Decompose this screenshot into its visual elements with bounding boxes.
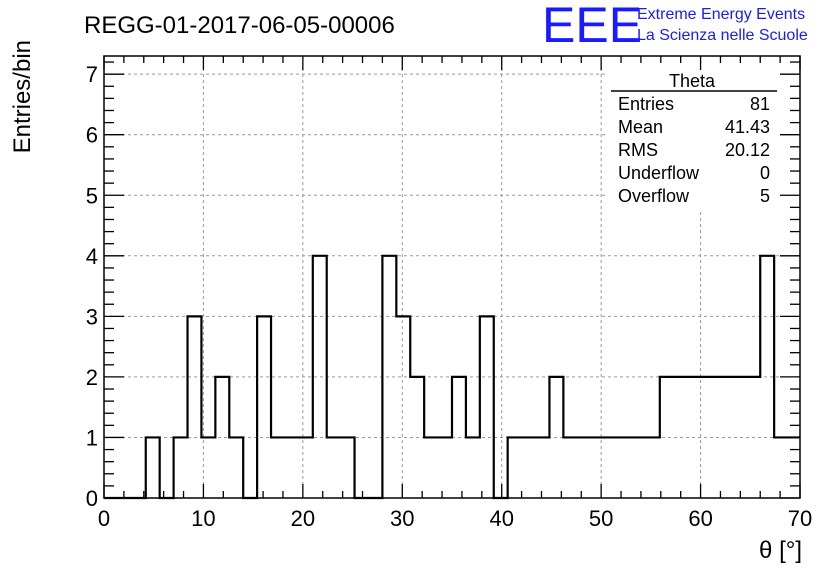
stats-label: Entries bbox=[618, 94, 674, 114]
eee-logo: EEE bbox=[542, 0, 642, 53]
stats-value: 81 bbox=[750, 94, 770, 114]
stats-title: Theta bbox=[669, 71, 716, 91]
stats-value: 20.12 bbox=[725, 140, 770, 160]
axis-ticks bbox=[103, 56, 801, 499]
y-tick-label: 5 bbox=[86, 183, 98, 208]
y-tick-label: 2 bbox=[86, 365, 98, 390]
stats-value: 5 bbox=[760, 186, 770, 206]
plot-border bbox=[103, 55, 801, 499]
stats-box: Theta Entries 81 Mean 41.43 RMS 20.12 Underflo… bbox=[608, 70, 780, 210]
y-tick-label: 7 bbox=[86, 62, 98, 87]
y-tick-label: 1 bbox=[86, 425, 98, 450]
x-tick-label: 30 bbox=[390, 506, 414, 531]
grid-lines bbox=[104, 56, 800, 498]
logo-line-2: La Scienza nelle Scuole bbox=[637, 27, 808, 44]
x-tick-labels: 0 10 20 30 40 50 60 70 bbox=[98, 506, 812, 531]
y-axis-label: Entries/bin bbox=[9, 40, 36, 153]
y-tick-label: 4 bbox=[86, 244, 98, 269]
stats-label: Mean bbox=[618, 117, 663, 137]
stats-value: 41.43 bbox=[725, 117, 770, 137]
x-tick-label: 20 bbox=[291, 506, 315, 531]
x-tick-label: 50 bbox=[589, 506, 613, 531]
stats-label: Overflow bbox=[618, 186, 690, 206]
x-tick-label: 0 bbox=[98, 506, 110, 531]
x-tick-label: 10 bbox=[191, 506, 215, 531]
y-tick-label: 3 bbox=[86, 304, 98, 329]
y-tick-label: 6 bbox=[86, 123, 98, 148]
x-tick-label: 60 bbox=[688, 506, 712, 531]
stats-value: 0 bbox=[760, 163, 770, 183]
x-tick-label: 40 bbox=[489, 506, 513, 531]
x-axis-label: θ [°] bbox=[759, 537, 802, 564]
histogram-line bbox=[104, 254, 800, 500]
logo-line-1: Extreme Energy Events bbox=[637, 6, 805, 23]
stats-label: RMS bbox=[618, 140, 658, 160]
stats-label: Underflow bbox=[618, 163, 700, 183]
y-tick-labels: 0 1 2 3 4 5 6 7 bbox=[86, 62, 98, 511]
histogram-series bbox=[104, 254, 800, 500]
y-tick-label: 0 bbox=[86, 486, 98, 511]
plot-frame bbox=[103, 55, 801, 499]
run-title: REGG-01-2017-06-05-00006 bbox=[84, 12, 395, 39]
x-tick-label: 70 bbox=[788, 506, 812, 531]
stats-box-background bbox=[608, 70, 780, 210]
